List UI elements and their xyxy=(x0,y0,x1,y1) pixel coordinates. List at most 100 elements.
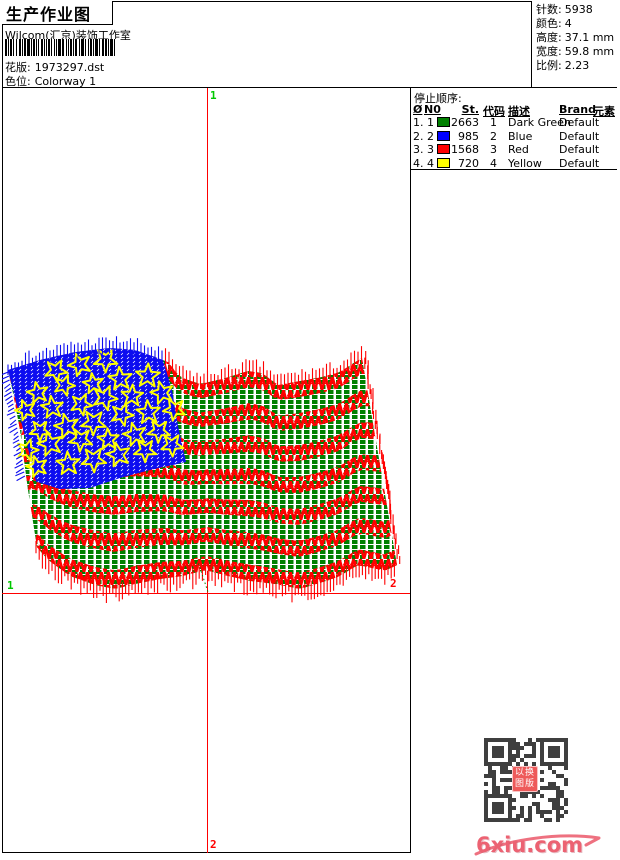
stop-sequence-header: Ø N0 St. 代码 描述 Brand 元素 xyxy=(411,103,617,118)
barcode-space xyxy=(17,39,19,56)
row-code: 1 xyxy=(490,116,497,129)
stamp-line-2: 图版 xyxy=(514,779,535,789)
row-sequence: 1. 1 xyxy=(413,116,434,129)
barcode-bar xyxy=(110,39,113,56)
barcode-bar xyxy=(79,39,80,56)
barcode-bar xyxy=(81,39,84,56)
colorway-value: Colorway 1 xyxy=(34,75,97,88)
row-stitch-count: 2663 xyxy=(451,116,479,129)
barcode-space xyxy=(113,39,114,56)
barcode-space xyxy=(77,39,79,56)
barcode-bar xyxy=(5,39,7,56)
barcode-bar xyxy=(38,39,39,56)
barcode-bar xyxy=(27,39,30,56)
barcode-bar xyxy=(88,39,89,56)
barcode-bar xyxy=(10,39,12,56)
barcode-space xyxy=(100,39,102,56)
barcode-bar xyxy=(19,39,21,56)
stat-label: 宽度: xyxy=(536,45,562,58)
barcode-space xyxy=(89,39,90,56)
row-brand: Default xyxy=(559,143,600,156)
stat-value: 37.1 mm xyxy=(564,31,615,44)
barcode-space xyxy=(43,39,44,56)
barcode-space xyxy=(98,39,99,56)
stop-row-1: 1. 1 2663 1 Dark Green Default xyxy=(411,116,617,129)
row-description: Dark Green xyxy=(508,116,571,129)
row-stitch-count: 1568 xyxy=(451,143,479,156)
page-title-text: 生产作业图 xyxy=(6,4,92,24)
crosshair-horizontal-line xyxy=(2,593,410,594)
barcode xyxy=(5,39,159,56)
barcode-space xyxy=(12,39,13,56)
row-code: 4 xyxy=(490,156,497,170)
logo-text[interactable]: 6xiu.com xyxy=(476,833,584,857)
stop-row-2: 2. 2 985 2 Blue Default xyxy=(411,130,617,143)
barcode-bar xyxy=(44,39,45,56)
barcode-space xyxy=(86,39,88,56)
barcode-space xyxy=(61,39,62,56)
stat-row-1: 颜色: 4 xyxy=(536,17,617,31)
thread-color-swatch xyxy=(437,144,450,154)
col-description: 描述 xyxy=(508,105,530,118)
stop-sequence-title: 停止顺序: xyxy=(414,92,462,105)
flag-embroidery-graphic xyxy=(2,336,401,603)
thread-color-swatch xyxy=(437,157,450,168)
marker-vertical-end: 2 xyxy=(210,838,217,851)
thread-color-swatch xyxy=(437,117,450,127)
barcode-space xyxy=(94,39,95,56)
barcode-bar xyxy=(62,39,64,56)
barcode-bar xyxy=(114,39,115,56)
row-stitch-count: 720 xyxy=(458,156,479,170)
design-canvas: 1 2 1 2 xyxy=(2,88,410,853)
stat-value: 2.23 xyxy=(564,59,590,72)
red-seal-stamp: 以换 图版 xyxy=(512,766,538,792)
barcode-space xyxy=(84,39,85,56)
row-description: Yellow xyxy=(508,156,542,170)
design-file-label: 花版: xyxy=(5,61,31,74)
barcode-space xyxy=(37,39,38,56)
stat-label: 针数: xyxy=(536,3,562,16)
barcode-space xyxy=(55,39,56,56)
colorway-label: 色位: xyxy=(5,75,31,88)
barcode-bar xyxy=(95,39,98,56)
stat-value: 59.8 mm xyxy=(564,45,615,58)
barcode-space xyxy=(9,39,10,56)
barcode-space xyxy=(47,39,48,56)
barcode-bar xyxy=(66,39,67,56)
studio-name: Wilcom(汇京)装饰工作室 xyxy=(5,29,131,42)
logo-swoosh-icon xyxy=(474,834,601,856)
row-description: Blue xyxy=(508,129,533,143)
barcode-bar xyxy=(102,39,104,56)
barcode-bar xyxy=(46,39,47,56)
barcode-space xyxy=(26,39,27,56)
col-number: Ø xyxy=(413,103,423,116)
barcode-space xyxy=(30,39,31,56)
barcode-bar xyxy=(41,39,43,56)
barcode-space xyxy=(32,39,33,56)
stat-label: 颜色: xyxy=(536,17,562,30)
col-element: 元素 xyxy=(593,105,615,118)
marker-vertical-start: 1 xyxy=(210,89,217,102)
stat-row-3: 宽度: 59.8 mm xyxy=(536,45,617,59)
barcode-bar xyxy=(36,39,37,56)
barcode-bar xyxy=(54,39,55,56)
design-file-value: 1973297.dst xyxy=(34,61,105,74)
barcode-space xyxy=(7,39,8,56)
barcode-bar xyxy=(51,39,52,56)
barcode-bar xyxy=(16,39,17,56)
header-divider xyxy=(2,87,617,88)
stop-row-4: 4. 4 720 4 Yellow Default xyxy=(411,157,617,170)
barcode-bar xyxy=(56,39,57,56)
barcode-space xyxy=(107,39,108,56)
barcode-space xyxy=(39,39,41,56)
6xiu-logo[interactable]: 6xiu.com xyxy=(472,827,606,859)
barcode-bar xyxy=(108,39,109,56)
barcode-space xyxy=(23,39,24,56)
barcode-space xyxy=(21,39,22,56)
row-sequence: 2. 2 xyxy=(413,129,434,143)
design-stats-box: 针数: 5938 颜色: 4 高度: 37.1 mm 宽度: 59.8 mm 比例: 2.23 xyxy=(531,1,617,87)
barcode-space xyxy=(67,39,68,56)
barcode-bar xyxy=(105,39,107,56)
row-brand: Default xyxy=(559,129,600,143)
